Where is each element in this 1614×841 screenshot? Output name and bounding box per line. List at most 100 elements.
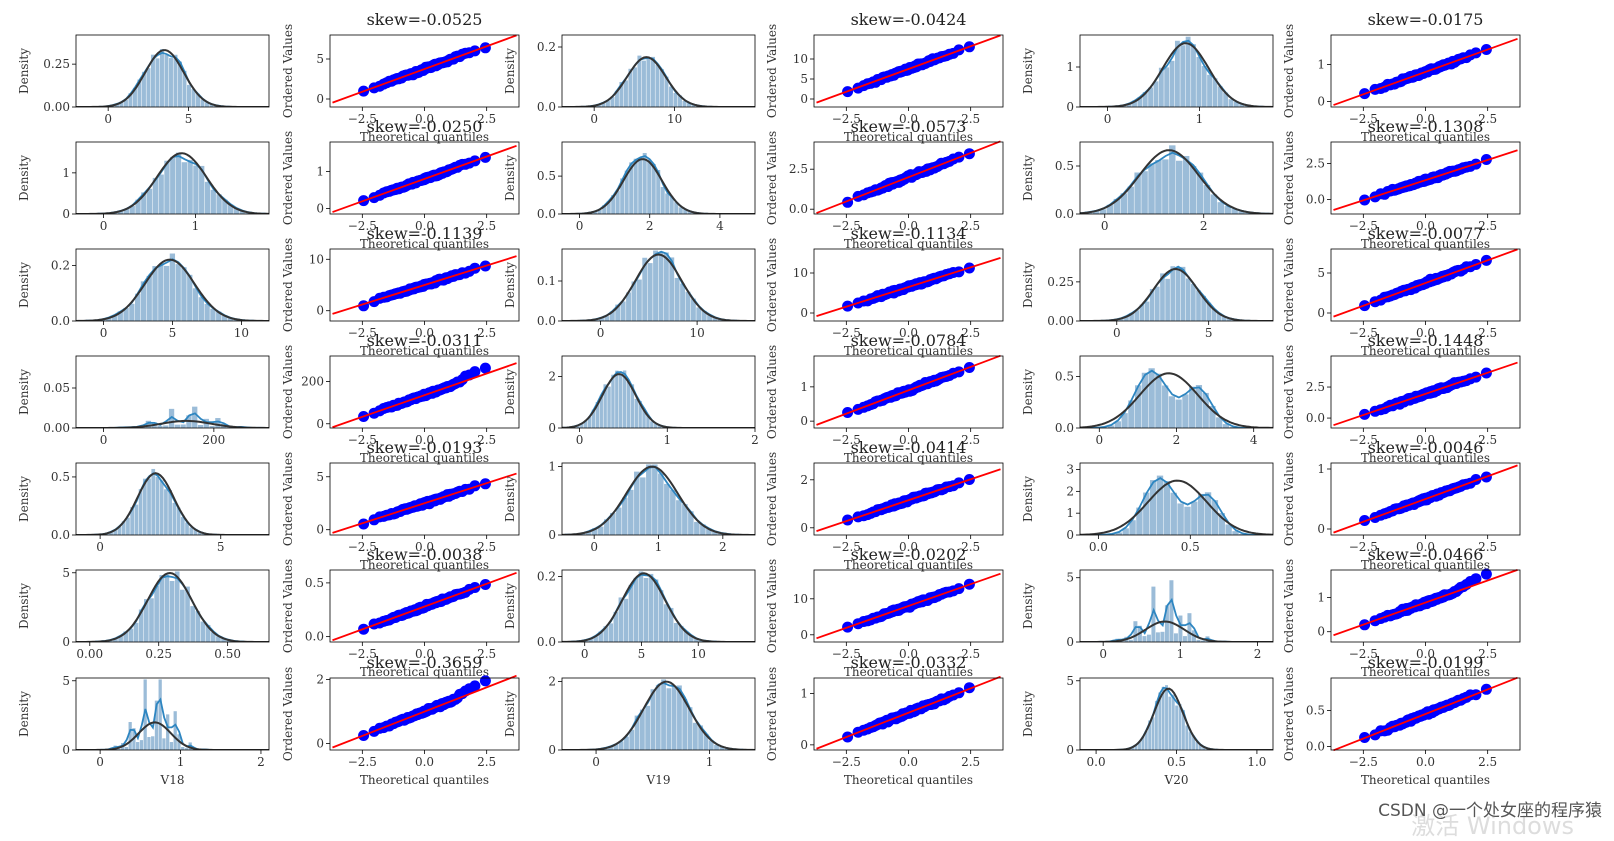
histogram-bar — [639, 571, 644, 642]
qq-fit-line — [816, 258, 1000, 316]
qq-plot-area — [816, 258, 1000, 316]
dist-plot-ytick-label: 2 — [548, 370, 556, 384]
histogram-bar — [1177, 503, 1183, 535]
histogram-bar — [652, 164, 656, 214]
histogram-bar — [661, 679, 666, 750]
dist-plot-ytick-label: 0.0 — [1055, 421, 1074, 435]
dist-plot-ytick-label: 0 — [62, 635, 70, 649]
dist-plot-xtick-label: 5 — [1205, 326, 1213, 340]
histogram-bar — [1155, 287, 1160, 321]
histogram-bar — [1186, 278, 1191, 321]
qq-fit-line — [332, 35, 516, 102]
dist-plot-xtick-label: 0 — [96, 755, 104, 769]
dist-ylabel: Density — [503, 48, 517, 94]
histogram-bar — [607, 387, 610, 428]
histogram-bar — [1133, 621, 1137, 642]
qq-fit-line — [816, 469, 1000, 531]
histogram-bar — [675, 278, 680, 321]
dist-plot-xtick-label: 0 — [1101, 219, 1109, 233]
qq-plot-xtick-label: 0.0 — [899, 755, 918, 769]
histogram-bar — [628, 490, 634, 535]
histogram-bar — [1191, 284, 1196, 321]
qq-title: skew=-0.0077 — [1368, 224, 1484, 243]
qq-title: skew=-0.0332 — [851, 653, 967, 672]
qq-fit-line — [1333, 678, 1517, 751]
dist-plot-xtick-label: 0 — [1099, 647, 1107, 661]
dist-plot-area — [1080, 580, 1273, 642]
histogram-bar — [1187, 613, 1191, 642]
histogram-bar — [634, 159, 638, 214]
dist-plot-area — [1067, 368, 1273, 428]
histogram-bar — [1172, 695, 1175, 750]
dist-plot-xtick-label: 0.00 — [76, 647, 103, 661]
qq-plot-xtick-label: 0.0 — [1416, 755, 1435, 769]
histogram-bar — [1189, 387, 1195, 428]
dist-plot-xtick-label: 10 — [691, 647, 706, 661]
histogram-bar — [609, 623, 614, 642]
histogram-bar — [181, 267, 186, 321]
qq-plot-ytick-label: 1 — [1317, 58, 1325, 72]
qq-plot-area — [816, 356, 1000, 425]
qq-plot-ytick-label: 200 — [301, 374, 324, 388]
dist-plot-ytick-label: 0.5 — [537, 169, 556, 183]
histogram-bar — [1183, 636, 1187, 642]
qq-title: skew=-0.0193 — [367, 438, 483, 457]
histogram-bar — [654, 579, 659, 642]
dist-plot-xtick-label: 10 — [667, 112, 682, 126]
dist-plot-xtick-label: 10 — [234, 326, 249, 340]
qq-title: skew=-0.0202 — [851, 545, 967, 564]
histogram-bar — [635, 399, 638, 428]
qq-plot-area — [332, 363, 516, 428]
dist-plot-ytick-label: 1 — [548, 459, 556, 473]
qq-title: skew=-0.3659 — [367, 653, 483, 672]
csdn-watermark: CSDN @一个处女座的程序猿 — [1378, 796, 1602, 821]
dist-plot-ytick-label: 0.1 — [537, 274, 556, 288]
dist-plot-ytick-label: 0.0 — [51, 528, 70, 542]
histogram-bar — [693, 723, 698, 750]
qq-ylabel: Ordered Values — [1282, 559, 1296, 653]
dist-plot-xtick-label: 0.25 — [145, 647, 172, 661]
qq-fit-line — [332, 146, 516, 212]
histogram-bar — [170, 254, 175, 321]
histogram-bar — [1191, 502, 1197, 535]
histogram-bar — [1154, 81, 1159, 107]
histogram-bar — [682, 699, 687, 750]
kde-line — [1071, 371, 1267, 428]
histogram-bar — [215, 418, 220, 428]
dist-plot-ytick-label: 0.0 — [537, 100, 556, 114]
histogram-bar — [159, 175, 164, 214]
histogram-bar — [1183, 156, 1189, 214]
qq-ylabel: Ordered Values — [765, 559, 779, 653]
histogram-bar — [1141, 171, 1147, 214]
histogram-bar — [1175, 706, 1178, 750]
qq-ylabel: Ordered Values — [1282, 345, 1296, 439]
qq-title: skew=-0.0784 — [851, 331, 967, 350]
histogram-bar — [147, 479, 151, 535]
qq-fit-line — [1333, 150, 1517, 210]
qq-title: skew=-0.0424 — [851, 10, 967, 29]
histogram-bar — [182, 162, 187, 214]
qq-ylabel: Ordered Values — [765, 24, 779, 118]
dist-plot-ytick-label: 0.25 — [43, 57, 70, 71]
dist-ylabel: Density — [1021, 691, 1035, 737]
histogram-bar — [669, 87, 673, 107]
qq-plot-ytick-label: 0 — [800, 306, 808, 320]
qq-ylabel: Ordered Values — [765, 452, 779, 546]
histogram-bar — [160, 49, 164, 107]
qq-plot-xtick-label: 0.0 — [415, 755, 434, 769]
qq-plot-ytick-label: 0.0 — [1306, 739, 1325, 753]
histogram-bar — [211, 190, 216, 214]
histogram-bar — [1196, 290, 1201, 321]
histogram-bar — [634, 578, 639, 642]
kde-line — [565, 467, 739, 535]
qq-plot-xtick-label: −2.5 — [348, 755, 377, 769]
